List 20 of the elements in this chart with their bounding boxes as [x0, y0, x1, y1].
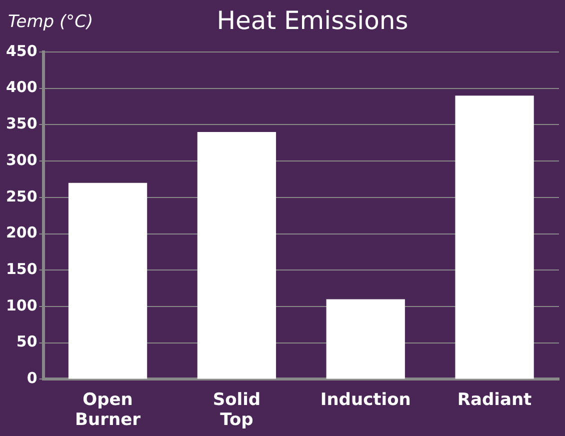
x-tick-label: Open Burner: [75, 390, 142, 430]
x-tick-label: Induction: [320, 390, 411, 410]
y-tick-label: 250: [6, 187, 38, 206]
y-tick-label: 0: [26, 369, 38, 388]
x-tick-label: Solid Top: [212, 390, 261, 430]
x-tick-label: Radiant: [457, 390, 532, 410]
y-tick-label: 50: [16, 332, 38, 351]
y-tick-label: 400: [6, 78, 38, 96]
bar: [197, 132, 276, 379]
chart-title: Heat Emissions: [216, 6, 408, 35]
y-tick-label: 350: [6, 114, 38, 133]
y-tick-label: 150: [6, 260, 38, 278]
y-axis-title: Temp (°C): [8, 12, 94, 32]
bar: [326, 299, 405, 379]
y-tick-label: 100: [6, 296, 38, 314]
y-tick-label: 200: [6, 224, 38, 242]
bar: [68, 182, 148, 379]
y-tick-label: 300: [6, 150, 38, 169]
bar: [455, 96, 534, 379]
y-tick-label: 450: [6, 42, 38, 60]
